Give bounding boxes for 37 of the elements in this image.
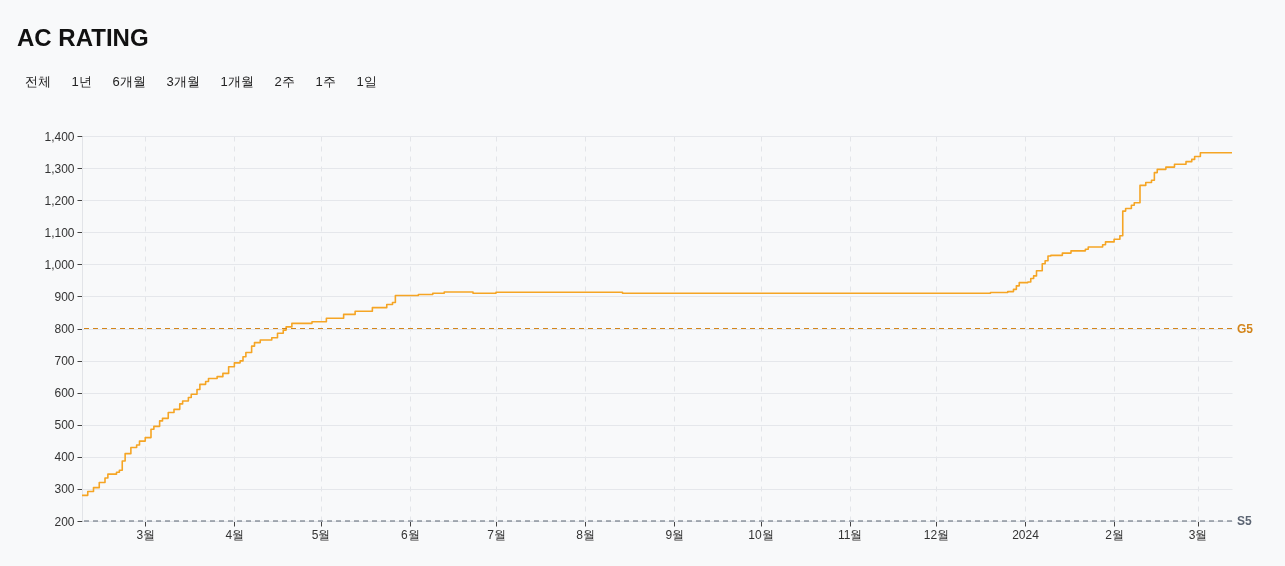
x-tick-label: 4월 bbox=[225, 527, 245, 542]
text: 1일 bbox=[356, 74, 377, 89]
text: 전체 bbox=[25, 74, 51, 89]
y-tick-label: 400 bbox=[54, 450, 75, 465]
x-tick-label: 10월 bbox=[748, 527, 774, 542]
y-tick-label: 200 bbox=[54, 514, 75, 529]
y-tick-label: 1,300 bbox=[44, 161, 75, 176]
x-tick-label: 7월 bbox=[487, 527, 506, 542]
x-tick-label: 9월 bbox=[665, 527, 685, 542]
ref-line-label: G5 bbox=[1237, 321, 1254, 336]
x-tick-label: 8월 bbox=[576, 527, 595, 542]
text: 3개월 bbox=[166, 74, 200, 89]
y-tick-label: 1,400 bbox=[44, 129, 75, 144]
y-tick-label: 1,200 bbox=[44, 193, 75, 208]
y-tick-label: 1,000 bbox=[44, 257, 75, 272]
x-tick-label: 6월 bbox=[400, 527, 420, 542]
x-tick-label: 3월 bbox=[1188, 527, 1208, 542]
x-tick-label: 3월 bbox=[136, 527, 156, 542]
text: 1년 bbox=[71, 74, 92, 89]
y-tick-label: 800 bbox=[54, 322, 75, 336]
text: 1주 bbox=[315, 74, 336, 89]
y-tick-label: 500 bbox=[54, 418, 75, 433]
text: 1개월 bbox=[220, 74, 254, 89]
text: 6개월 bbox=[112, 74, 146, 89]
chart-title: AC RATING bbox=[17, 24, 149, 51]
ref-line-label: S5 bbox=[1237, 514, 1252, 528]
y-tick-label: 1,100 bbox=[44, 225, 75, 240]
y-tick-label: 900 bbox=[54, 289, 75, 304]
x-tick-label: 12월 bbox=[923, 527, 950, 542]
x-tick-label: 5월 bbox=[311, 527, 331, 542]
x-tick-label: 2024 bbox=[1012, 527, 1040, 542]
y-tick-label: 600 bbox=[54, 386, 75, 401]
y-tick-label: 300 bbox=[54, 482, 75, 497]
text: 2주 bbox=[274, 74, 295, 89]
y-tick-label: 700 bbox=[54, 354, 75, 369]
x-tick-label: 2월 bbox=[1105, 527, 1124, 542]
x-tick-label: 11월 bbox=[837, 527, 863, 542]
